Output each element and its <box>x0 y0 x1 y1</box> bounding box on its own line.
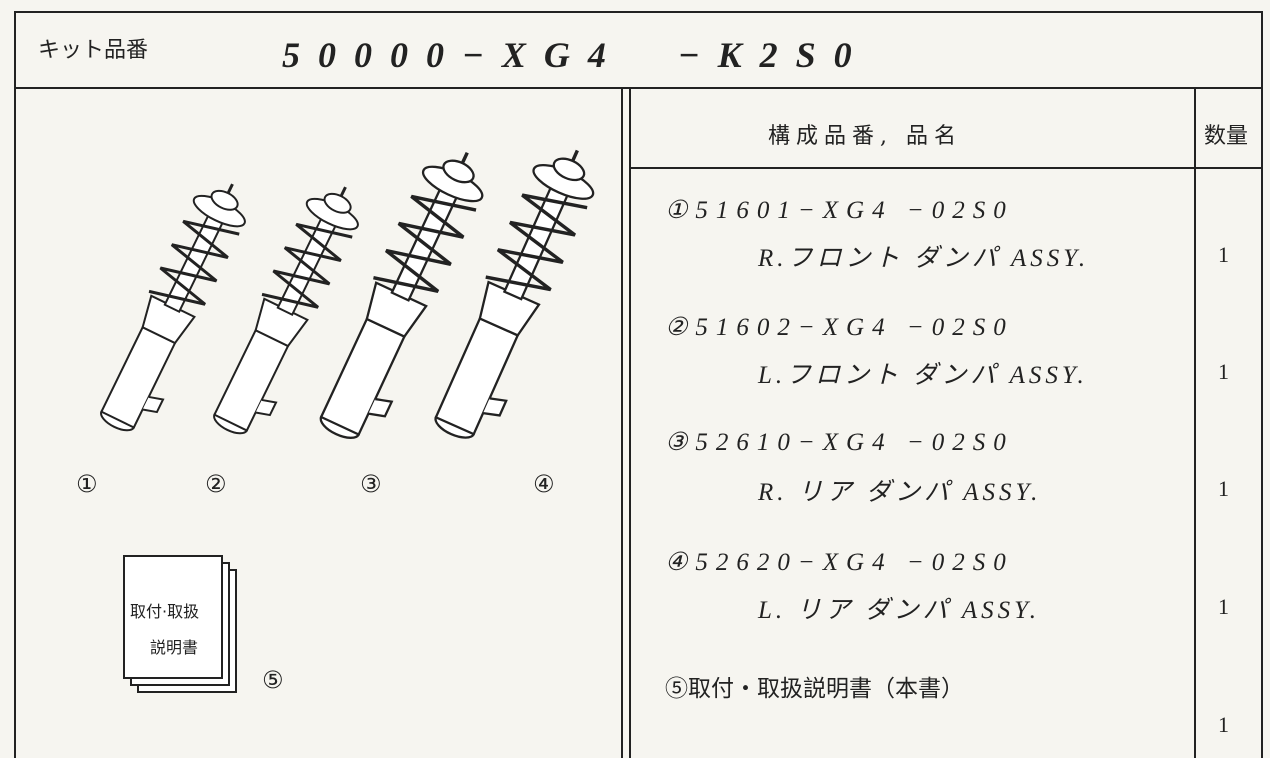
part-number: ②51602−XG4 −02S0 <box>665 314 1014 341</box>
quantity: 1 <box>1218 242 1229 267</box>
manual-text: 取付·取扱 <box>130 602 200 621</box>
part-number: ③52610−XG4 −02S0 <box>665 429 1014 456</box>
quantity: 1 <box>1218 712 1229 737</box>
column-header: 数量 <box>1204 124 1249 149</box>
quantity: 1 <box>1218 359 1229 384</box>
quantity: 1 <box>1218 476 1229 501</box>
part-name: R. リア ダンパ ASSY. <box>758 479 1042 506</box>
manual-text: 説明書 <box>150 638 199 657</box>
item-label: ④ <box>533 470 555 498</box>
manual-icon <box>123 555 237 693</box>
item-label: ① <box>76 470 98 498</box>
item-label: ② <box>205 470 227 498</box>
shock-illustration <box>87 135 613 452</box>
item-label: ③ <box>360 470 382 498</box>
part-name: L.フロント ダンパ ASSY. <box>758 362 1088 389</box>
quantity: 1 <box>1218 594 1229 619</box>
part-number: ①51601−XG4 −02S0 <box>665 197 1014 224</box>
part-name: L. リア ダンパ ASSY. <box>758 597 1041 624</box>
part-number: ⑤取付・取扱説明書（本書） <box>665 676 964 702</box>
part-number: ④52620−XG4 −02S0 <box>665 549 1014 576</box>
item-label: ⑤ <box>262 666 284 694</box>
kit-label: キット品番 <box>38 38 149 63</box>
column-header: 構成品番, 品名 <box>768 124 962 149</box>
kit-number: 50000−XG4 −K2S0 <box>282 35 870 75</box>
part-name: R.フロント ダンパ ASSY. <box>758 245 1090 272</box>
